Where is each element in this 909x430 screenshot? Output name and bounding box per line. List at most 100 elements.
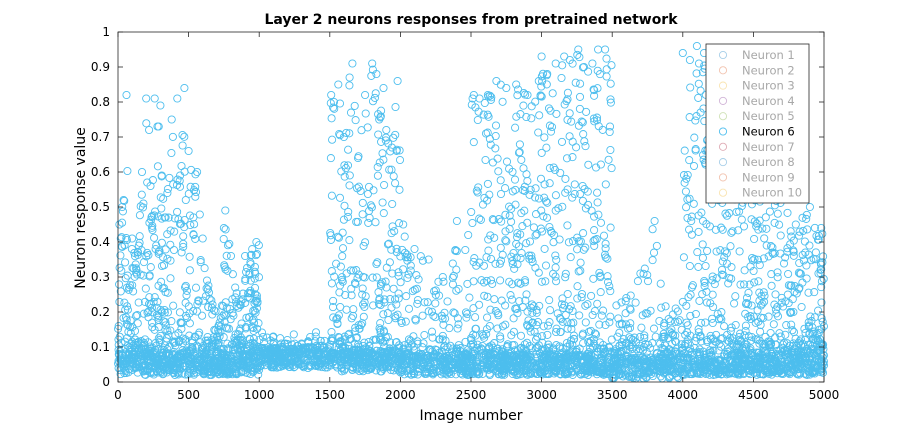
data-point	[372, 69, 381, 79]
data-point	[509, 327, 518, 336]
data-point	[523, 307, 532, 316]
data-point	[563, 289, 572, 299]
data-point	[545, 179, 554, 188]
data-point	[802, 261, 811, 270]
data-point	[122, 234, 131, 243]
data-point	[727, 323, 736, 332]
data-point	[771, 356, 780, 366]
data-point	[671, 337, 681, 347]
data-point	[590, 306, 599, 316]
data-point	[334, 311, 343, 320]
data-point	[709, 346, 718, 355]
data-point	[221, 265, 230, 274]
data-point	[149, 347, 159, 356]
data-point	[605, 282, 614, 291]
data-point	[295, 360, 304, 369]
data-point	[115, 220, 124, 229]
data-point	[386, 354, 395, 364]
data-point	[152, 303, 161, 312]
data-point	[593, 299, 602, 308]
data-point	[387, 165, 396, 174]
data-point	[257, 328, 267, 337]
data-point	[502, 157, 512, 166]
data-point	[164, 330, 173, 339]
data-point	[758, 299, 767, 308]
data-point	[657, 364, 666, 373]
data-point	[590, 241, 599, 250]
data-point	[347, 284, 356, 293]
data-point	[443, 342, 452, 352]
data-point	[452, 286, 461, 295]
data-point	[688, 281, 697, 290]
data-point	[133, 319, 142, 328]
data-point	[786, 308, 795, 317]
data-point	[385, 165, 394, 174]
data-point	[512, 239, 521, 248]
data-point	[537, 52, 546, 61]
data-point	[496, 332, 505, 341]
data-point	[247, 250, 256, 259]
data-point	[584, 67, 593, 76]
data-point	[161, 318, 170, 327]
data-point	[194, 296, 203, 305]
data-point	[359, 241, 368, 250]
data-point	[736, 329, 745, 338]
data-point	[691, 336, 700, 346]
data-point	[145, 272, 154, 281]
data-point	[488, 215, 497, 224]
data-point	[625, 304, 634, 313]
data-point	[177, 248, 186, 257]
data-point	[118, 218, 127, 227]
data-point	[404, 335, 414, 344]
data-point	[360, 298, 369, 307]
data-point	[746, 311, 755, 321]
data-point	[592, 113, 602, 122]
data-point	[714, 369, 723, 378]
data-point	[810, 288, 819, 297]
data-point	[712, 247, 721, 256]
data-point	[750, 234, 759, 244]
data-point	[784, 298, 793, 308]
data-point	[119, 195, 128, 205]
data-point	[388, 222, 397, 231]
data-point	[570, 180, 579, 189]
data-point	[814, 231, 823, 240]
data-point	[345, 181, 354, 190]
data-point	[178, 130, 187, 140]
data-point	[482, 253, 491, 262]
data-point	[514, 242, 523, 251]
data-point	[378, 198, 387, 207]
data-point	[563, 88, 572, 97]
data-point	[431, 286, 440, 295]
data-point	[365, 364, 374, 373]
data-point	[802, 274, 811, 283]
data-point	[469, 138, 478, 147]
data-point	[420, 330, 429, 340]
data-point	[768, 367, 777, 376]
data-point	[351, 323, 360, 332]
data-point	[326, 349, 335, 358]
y-tick-label: 0	[102, 375, 110, 389]
data-point	[682, 318, 691, 327]
data-point	[750, 278, 759, 287]
data-point	[114, 321, 123, 331]
data-point	[443, 297, 452, 306]
data-point	[219, 234, 228, 244]
x-tick-label: 4000	[668, 388, 699, 402]
data-point	[814, 306, 823, 315]
data-point	[509, 314, 518, 323]
data-point	[506, 362, 515, 371]
data-point	[685, 347, 694, 356]
data-point	[146, 181, 155, 191]
data-point	[562, 350, 571, 359]
data-point	[498, 345, 507, 354]
data-point	[740, 280, 749, 289]
data-point	[181, 195, 190, 205]
data-point	[576, 266, 585, 275]
data-point	[577, 293, 586, 302]
data-point	[145, 342, 155, 351]
data-point	[639, 355, 648, 364]
data-point	[118, 207, 127, 216]
data-point	[125, 283, 134, 292]
data-point	[553, 361, 562, 370]
